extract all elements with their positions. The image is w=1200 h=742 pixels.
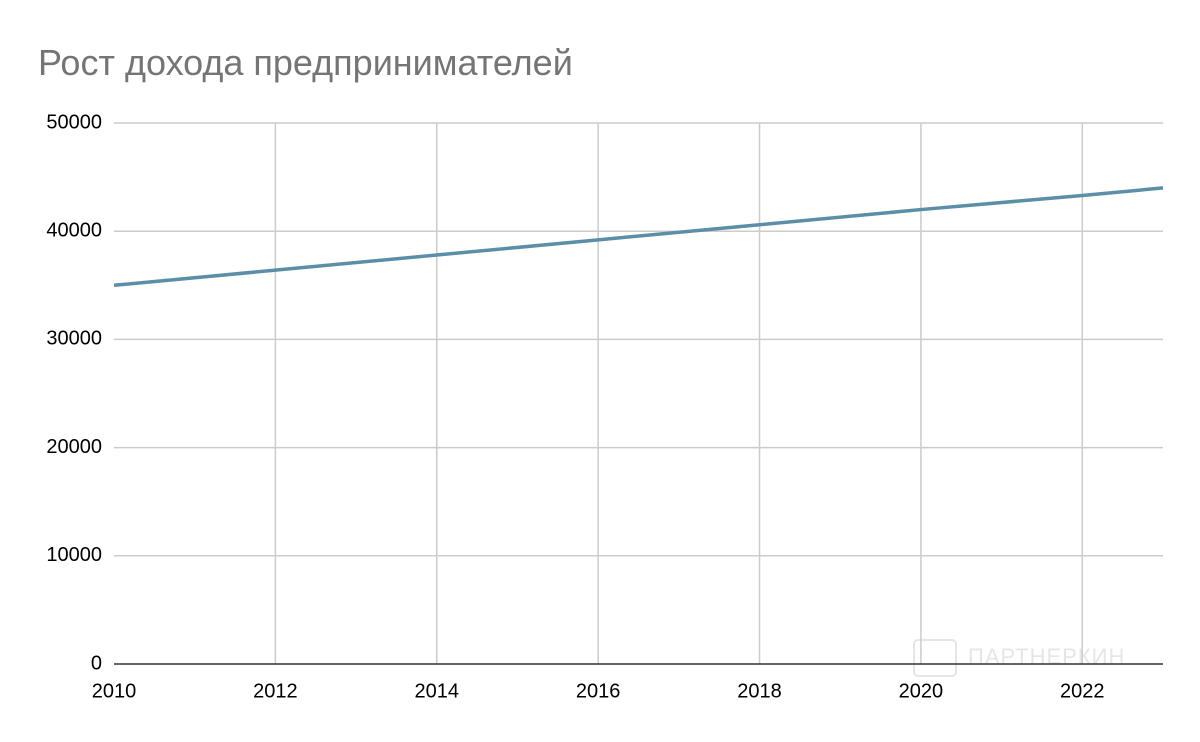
y-tick-label: 10000 <box>46 544 102 566</box>
chart-title: Рост дохода предпринимателей <box>38 42 573 83</box>
x-tick-label: 2014 <box>415 680 460 702</box>
x-tick-label: 2010 <box>92 680 137 702</box>
x-tick-label: 2018 <box>737 680 782 702</box>
x-tick-label: 2016 <box>576 680 621 702</box>
x-tick-label: 2022 <box>1060 680 1105 702</box>
x-tick-label: 2020 <box>899 680 944 702</box>
y-tick-label: 40000 <box>46 219 102 241</box>
y-tick-label: 30000 <box>46 328 102 350</box>
watermark-icon <box>913 639 957 677</box>
y-tick-label: 20000 <box>46 436 102 458</box>
watermark: ПАРТНЕРКИН <box>968 644 1125 669</box>
y-tick-label: 50000 <box>46 111 102 133</box>
x-tick-label: 2012 <box>253 680 298 702</box>
y-tick-label: 0 <box>91 652 102 674</box>
data-line <box>113 186 1164 288</box>
